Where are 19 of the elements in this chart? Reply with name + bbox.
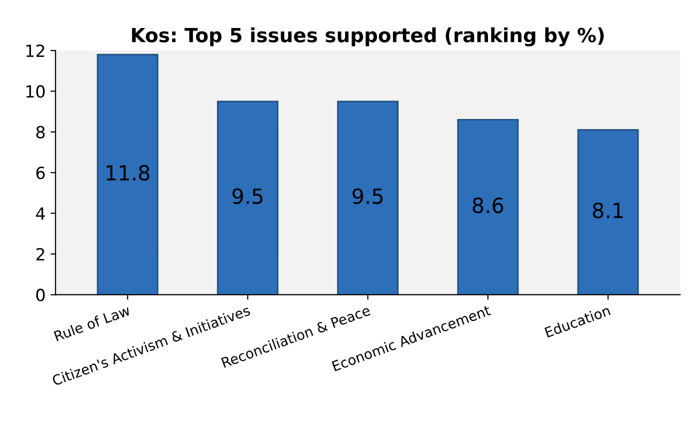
data-label: 9.5 bbox=[232, 188, 262, 204]
chart-title: Kos: Top 5 issues supported (ranking by %) bbox=[132, 27, 604, 46]
bar bbox=[96, 54, 158, 295]
y-tick-label: 6 bbox=[36, 166, 45, 180]
data-label: 8.1 bbox=[592, 202, 623, 218]
bar bbox=[577, 129, 639, 295]
y-tick-label: 4 bbox=[36, 207, 45, 220]
y-tick-label: 0 bbox=[36, 288, 45, 302]
x-tick-label: Rule of Law bbox=[54, 304, 131, 342]
data-label: 11.8 bbox=[106, 164, 150, 181]
bar bbox=[457, 119, 519, 295]
y-tick-label: 2 bbox=[36, 248, 44, 260]
data-label: 8.6 bbox=[472, 197, 504, 214]
y-tick-label: 10 bbox=[26, 85, 45, 98]
data-label: 9.5 bbox=[352, 188, 383, 204]
bar bbox=[337, 100, 399, 295]
y-tick-label: 12 bbox=[26, 44, 44, 57]
bar bbox=[216, 100, 278, 295]
y-tick-label: 8 bbox=[36, 126, 45, 138]
